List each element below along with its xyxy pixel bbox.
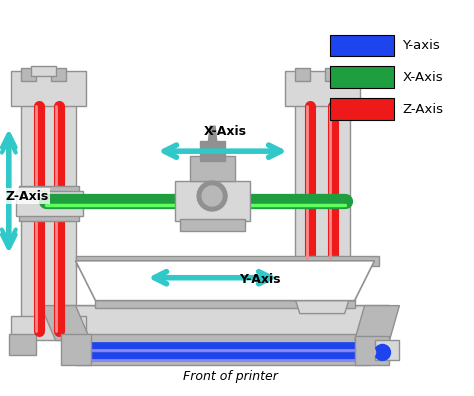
Polygon shape (51, 69, 65, 82)
FancyBboxPatch shape (330, 34, 394, 57)
Polygon shape (208, 126, 217, 144)
Circle shape (202, 186, 222, 206)
Polygon shape (190, 156, 235, 181)
Polygon shape (41, 306, 91, 341)
Text: Front of printer: Front of printer (182, 370, 277, 383)
Polygon shape (374, 341, 400, 360)
Polygon shape (19, 186, 79, 221)
Polygon shape (295, 69, 310, 82)
Polygon shape (95, 299, 355, 308)
Polygon shape (16, 191, 82, 216)
Text: X-Axis: X-Axis (402, 71, 443, 84)
Polygon shape (21, 69, 36, 82)
Polygon shape (21, 86, 75, 335)
Polygon shape (11, 71, 85, 106)
Polygon shape (11, 316, 85, 341)
Polygon shape (175, 181, 250, 221)
Circle shape (364, 346, 375, 358)
Polygon shape (325, 69, 340, 82)
Polygon shape (295, 86, 350, 296)
FancyBboxPatch shape (330, 67, 394, 88)
Text: X-Axis: X-Axis (203, 125, 246, 138)
Polygon shape (295, 298, 350, 314)
Polygon shape (180, 219, 245, 231)
Polygon shape (75, 256, 380, 266)
Polygon shape (355, 335, 390, 366)
Text: Z-Axis: Z-Axis (6, 190, 49, 202)
Polygon shape (9, 333, 36, 356)
FancyBboxPatch shape (330, 98, 394, 120)
Polygon shape (31, 67, 55, 76)
Polygon shape (290, 286, 355, 301)
Circle shape (374, 345, 391, 360)
Polygon shape (75, 261, 374, 301)
Text: Y-axis: Y-axis (402, 39, 440, 52)
Polygon shape (285, 71, 360, 106)
Polygon shape (55, 306, 390, 335)
Polygon shape (200, 141, 225, 161)
Text: Y-Axis: Y-Axis (239, 273, 281, 286)
Circle shape (197, 181, 227, 211)
Polygon shape (61, 333, 91, 366)
Polygon shape (355, 306, 400, 341)
Text: Z-Axis: Z-Axis (402, 103, 443, 116)
Polygon shape (75, 333, 370, 366)
